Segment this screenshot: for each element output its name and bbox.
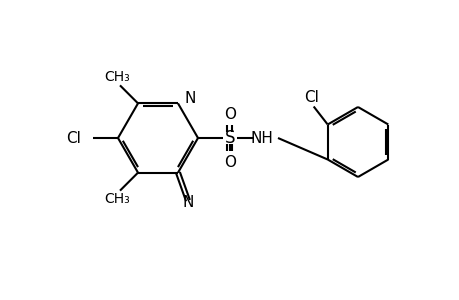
Text: N: N	[185, 91, 196, 106]
Text: O: O	[224, 154, 235, 169]
Text: CH₃: CH₃	[104, 70, 129, 84]
Text: N: N	[182, 195, 193, 210]
Text: Cl: Cl	[66, 130, 81, 146]
Text: O: O	[224, 106, 235, 122]
Text: S: S	[224, 129, 235, 147]
Text: NH: NH	[250, 130, 273, 146]
Text: CH₃: CH₃	[104, 192, 129, 206]
Text: Cl: Cl	[303, 90, 319, 105]
